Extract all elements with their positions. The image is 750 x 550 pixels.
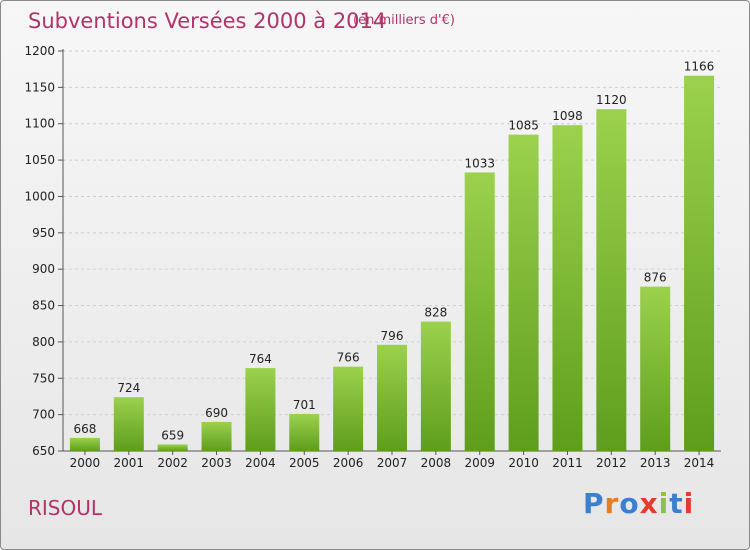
- chart-unit-note: (en milliers d'€): [353, 13, 455, 28]
- logo-letter: r: [604, 487, 620, 520]
- bars: [69, 75, 715, 452]
- bar: [508, 134, 539, 452]
- bar: [69, 437, 100, 451]
- x-tick-label: 2009: [464, 456, 495, 470]
- bar-value-label: 659: [161, 428, 184, 442]
- logo-letter: i: [658, 487, 670, 520]
- y-tick-label: 800: [32, 335, 55, 349]
- bar-value-label: 690: [205, 406, 228, 420]
- y-tick-label: 850: [32, 299, 55, 313]
- x-tick-label: 2013: [640, 456, 671, 470]
- x-tick-label: 2008: [421, 456, 452, 470]
- x-tick-label: 2004: [245, 456, 276, 470]
- bar: [157, 444, 188, 451]
- y-tick-label: 650: [32, 444, 55, 458]
- x-tick-label: 2007: [377, 456, 408, 470]
- y-axis-ticks: 650 700 750 800 850 900 950 1000 1050 1100 1150 120…: [24, 44, 63, 458]
- bar: [464, 172, 495, 452]
- y-tick-label: 750: [32, 371, 55, 385]
- bar: [333, 366, 364, 451]
- x-tick-label: 2003: [201, 456, 232, 470]
- bar: [377, 344, 407, 451]
- x-axis-ticks: 2000 2001 2002 2003 2004 2005 2006 2007 2008 2009…: [70, 451, 715, 470]
- bar-value-label: 876: [644, 271, 667, 285]
- logo-letter: x: [639, 487, 659, 520]
- bar-value-labels: 668 724 659 690 764 701 766 796 828 1033 1085 1098 1…: [73, 60, 714, 443]
- logo-letter: i: [683, 487, 695, 520]
- y-tick-label: 1050: [24, 153, 55, 167]
- bar-value-label: 828: [424, 306, 447, 320]
- bar: [201, 421, 232, 451]
- x-tick-label: 2002: [157, 456, 188, 470]
- bar: [596, 109, 627, 451]
- x-tick-label: 2014: [684, 456, 715, 470]
- logo-letter: o: [619, 487, 640, 520]
- bar-value-label: 668: [73, 422, 96, 436]
- x-tick-label: 2012: [596, 456, 627, 470]
- chart-title: Subventions Versées 2000 à 2014: [28, 9, 387, 33]
- y-tick-label: 1100: [24, 117, 55, 131]
- bar: [245, 368, 276, 451]
- logo-letter: P: [583, 487, 605, 520]
- bar-value-label: 796: [381, 329, 404, 343]
- commune-name: RISOUL: [28, 496, 103, 520]
- x-tick-label: 2006: [333, 456, 364, 470]
- y-tick-label: 950: [32, 226, 55, 240]
- bar: [289, 413, 320, 451]
- y-tick-label: 1200: [24, 44, 55, 58]
- bar: [684, 75, 715, 452]
- x-tick-label: 2001: [114, 456, 145, 470]
- x-tick-label: 2011: [552, 456, 583, 470]
- bar-value-label: 1033: [464, 156, 495, 170]
- proxiti-logo: Proxiti: [583, 487, 694, 520]
- bar-value-label: 764: [249, 352, 272, 366]
- y-tick-label: 1000: [24, 189, 55, 203]
- bar-value-label: 1120: [596, 93, 627, 107]
- y-tick-label: 900: [32, 262, 55, 276]
- logo-letter: t: [669, 487, 684, 520]
- bar: [113, 397, 144, 451]
- bar: [552, 125, 583, 451]
- bar: [640, 286, 671, 451]
- bar-value-label: 1085: [508, 119, 539, 133]
- y-tick-label: 700: [32, 408, 55, 422]
- bar-value-label: 1098: [552, 109, 583, 123]
- x-tick-label: 2000: [70, 456, 101, 470]
- bar-value-label: 766: [337, 351, 360, 365]
- bar-value-label: 1166: [684, 60, 715, 74]
- bar: [420, 321, 451, 451]
- bar-value-label: 701: [293, 398, 316, 412]
- x-tick-label: 2005: [289, 456, 320, 470]
- y-tick-label: 1150: [24, 80, 55, 94]
- x-tick-label: 2010: [508, 456, 539, 470]
- bar-value-label: 724: [117, 381, 140, 395]
